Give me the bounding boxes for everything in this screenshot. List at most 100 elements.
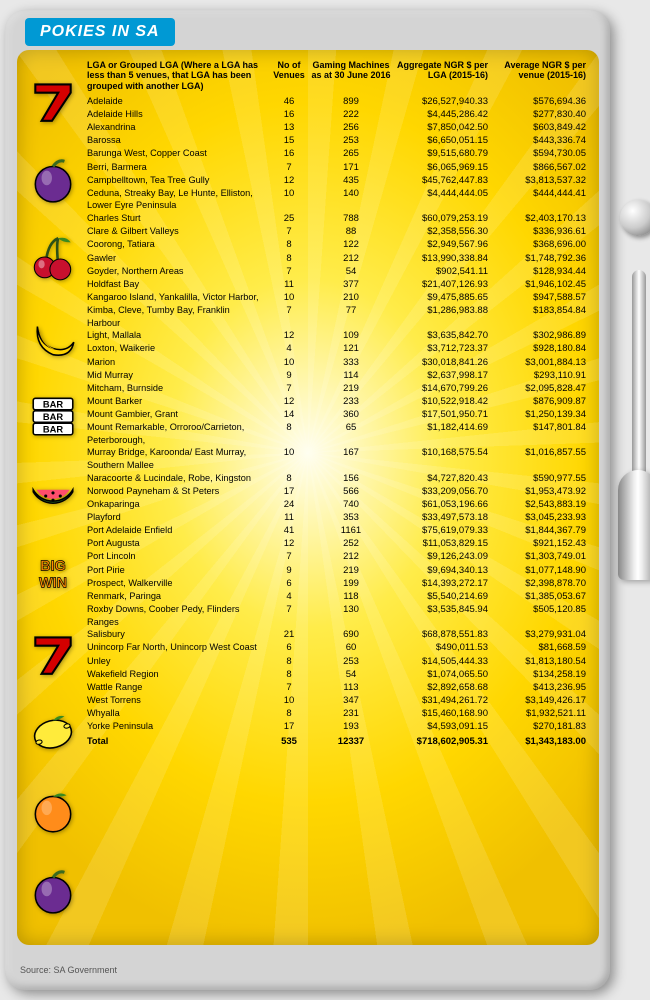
cell-average: $3,045,233.93 <box>493 511 588 524</box>
cell-lga: Campbelltown, Tea Tree Gully <box>87 174 267 187</box>
cell-lga: Kimba, Cleve, Tumby Bay, Franklin Harbou… <box>87 304 267 329</box>
cell-machines: 333 <box>311 356 391 369</box>
cell-machines: 265 <box>311 147 391 160</box>
cell-aggregate: $4,593,091.15 <box>391 720 493 733</box>
cell-lga: Renmark, Paringa <box>87 590 267 603</box>
cell-aggregate: $14,505,444.33 <box>391 655 493 668</box>
cell-venues: 7 <box>267 550 311 563</box>
banana-icon <box>27 311 79 363</box>
table-row: Port Augusta12252$11,053,829.15$921,152.… <box>87 537 592 550</box>
table-row: Mount Gambier, Grant14360$17,501,950.71$… <box>87 408 592 421</box>
cell-machines: 113 <box>311 681 391 694</box>
cell-average: $947,588.57 <box>493 291 588 304</box>
cell-machines: 222 <box>311 108 391 121</box>
table-row: Wattle Range7113$2,892,658.68$413,236.95 <box>87 681 592 694</box>
cell-aggregate: $31,494,261.72 <box>391 694 493 707</box>
cell-lga: West Torrens <box>87 694 267 707</box>
cell-average: $1,748,792.36 <box>493 252 588 265</box>
cell-average: $368,696.00 <box>493 238 588 251</box>
cell-machines: 233 <box>311 395 391 408</box>
cell-venues: 10 <box>267 356 311 369</box>
table-row: Goyder, Northern Areas754$902,541.11$128… <box>87 265 592 278</box>
cell-lga: Barossa <box>87 134 267 147</box>
seven-icon <box>27 74 79 126</box>
cell-aggregate: $1,286,983.88 <box>391 304 493 329</box>
cell-aggregate: $9,515,680.79 <box>391 147 493 160</box>
cell-machines: 65 <box>311 421 391 446</box>
cherries-icon <box>27 232 79 284</box>
cell-machines: 212 <box>311 550 391 563</box>
svg-text:BAR: BAR <box>43 400 63 410</box>
cell-average: $3,813,537.32 <box>493 174 588 187</box>
cell-average: $1,844,367.79 <box>493 524 588 537</box>
cell-aggregate: $75,619,079.33 <box>391 524 493 537</box>
cell-lga: Norwood Payneham & St Peters <box>87 485 267 498</box>
cell-average: $336,936.61 <box>493 225 588 238</box>
cell-lga: Port Pirie <box>87 564 267 577</box>
table-row: Holdfast Bay11377$21,407,126.93$1,946,10… <box>87 278 592 291</box>
cell-machines: 54 <box>311 265 391 278</box>
col-lga: LGA or Grouped LGA (Where a LGA has less… <box>87 60 267 91</box>
table-row: Kangaroo Island, Yankalilla, Victor Harb… <box>87 291 592 304</box>
cell-aggregate: $2,358,556.30 <box>391 225 493 238</box>
cell-machines: 77 <box>311 304 391 329</box>
table-header: LGA or Grouped LGA (Where a LGA has less… <box>87 58 592 95</box>
cell-machines: 253 <box>311 134 391 147</box>
table-row: West Torrens10347$31,494,261.72$3,149,42… <box>87 694 592 707</box>
cell-machines: 788 <box>311 212 391 225</box>
cell-average: $1,016,857.55 <box>493 446 588 471</box>
cell-aggregate: $7,850,042.50 <box>391 121 493 134</box>
col-aggregate: Aggregate NGR $ per LGA (2015-16) <box>391 60 493 91</box>
cell-venues: 7 <box>267 681 311 694</box>
source-text: Source: SA Government <box>20 965 117 975</box>
table-row: Renmark, Paringa4118$5,540,214.69$1,385,… <box>87 590 592 603</box>
cell-aggregate: $30,018,841.26 <box>391 356 493 369</box>
cell-average: $594,730.05 <box>493 147 588 160</box>
bigwin-icon: BIGWIN <box>27 548 79 600</box>
cell-machines: 360 <box>311 408 391 421</box>
cell-lga: Yorke Peninsula <box>87 720 267 733</box>
cell-aggregate: $9,475,885.65 <box>391 291 493 304</box>
cell-venues: 4 <box>267 342 311 355</box>
cell-average: $270,181.83 <box>493 720 588 733</box>
cell-venues: 7 <box>267 304 311 329</box>
cell-aggregate: $2,637,998.17 <box>391 369 493 382</box>
cell-lga: Mount Barker <box>87 395 267 408</box>
cell-venues: 9 <box>267 369 311 382</box>
table-row: Mount Remarkable, Orroroo/Carrieton, Pet… <box>87 421 592 446</box>
cell-aggregate: $14,670,799.26 <box>391 382 493 395</box>
cell-aggregate: $9,694,340.13 <box>391 564 493 577</box>
cell-venues: 8 <box>267 421 311 446</box>
cell-average: $1,250,139.34 <box>493 408 588 421</box>
cell-lga: Clare & Gilbert Valleys <box>87 225 267 238</box>
cell-machines: 690 <box>311 628 391 641</box>
table-row: Yorke Peninsula17193$4,593,091.15$270,18… <box>87 720 592 733</box>
table-row: Prospect, Walkerville6199$14,393,272.17$… <box>87 577 592 590</box>
col-venues: No of Venues <box>267 60 311 91</box>
cell-aggregate: $10,522,918.42 <box>391 395 493 408</box>
cell-lga: Mitcham, Burnside <box>87 382 267 395</box>
table-row: Port Pirie9219$9,694,340.13$1,077,148.90 <box>87 564 592 577</box>
cell-venues: 7 <box>267 603 311 628</box>
cell-average: $2,403,170.13 <box>493 212 588 225</box>
cell-lga: Gawler <box>87 252 267 265</box>
cell-machines: 353 <box>311 511 391 524</box>
cell-lga: Alexandrina <box>87 121 267 134</box>
table-row: Light, Mallala12109$3,635,842.70$302,986… <box>87 329 592 342</box>
cell-venues: 7 <box>267 265 311 278</box>
cell-venues: 41 <box>267 524 311 537</box>
cell-average: $2,095,828.47 <box>493 382 588 395</box>
cell-machines: 114 <box>311 369 391 382</box>
table-row: Ceduna, Streaky Bay, Le Hunte, Elliston,… <box>87 187 592 212</box>
table-row: Roxby Downs, Coober Pedy, Flinders Range… <box>87 603 592 628</box>
plum-icon <box>27 864 79 916</box>
cell-average: $505,120.85 <box>493 603 588 628</box>
cell-lga: Adelaide Hills <box>87 108 267 121</box>
cell-aggregate: $17,501,950.71 <box>391 408 493 421</box>
handle-ball <box>620 200 650 236</box>
cell-lga: Roxby Downs, Coober Pedy, Flinders Range… <box>87 603 267 628</box>
cell-venues: 17 <box>267 720 311 733</box>
table-row: Charles Sturt25788$60,079,253.19$2,403,1… <box>87 212 592 225</box>
cell-lga: Whyalla <box>87 707 267 720</box>
cell-venues: 7 <box>267 382 311 395</box>
